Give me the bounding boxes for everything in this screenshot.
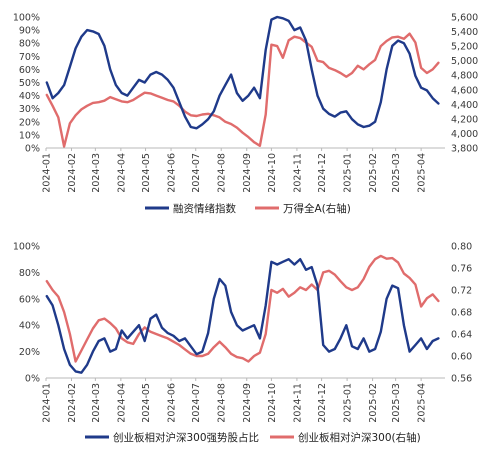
series-line-left-axis [45,15,440,130]
series-line-left-axis [45,258,440,374]
left-axis-tick-label: 80% [19,268,40,279]
x-axis-tick-label: 2024-11 [292,153,303,193]
x-axis-tick-label: 2025-01 [343,383,354,423]
left-axis-tick-label: 20% [19,117,40,128]
right-axis-tick-label: 0.80 [451,242,472,253]
left-axis-tick-label: 30% [19,104,40,115]
left-axis-tick-label: 50% [19,78,40,89]
right-axis-tick-label: 0.64 [451,330,472,341]
left-axis-tick-label: 100% [13,242,40,253]
x-axis-tick-label: 2024-03 [91,153,102,193]
x-axis-tick-label: 2024-05 [141,383,152,423]
left-axis-tick-label: 40% [19,91,40,102]
left-axis-tick-label: 20% [19,347,40,358]
right-axis-tick-label: 0.68 [451,308,472,319]
legend-label: 创业板相对沪深300(右轴) [298,431,421,444]
series-line-right-axis [45,254,440,363]
right-axis-tick-label: 5,200 [451,42,478,53]
right-axis-tick-label: 0.60 [451,352,472,363]
x-axis-tick-label: 2024-02 [67,383,78,423]
x-axis-tick-label: 2024-11 [292,383,303,423]
right-axis-tick-label: 0.72 [451,286,472,297]
x-axis-tick-label: 2024-12 [317,153,328,193]
x-axis-tick-label: 2024-09 [242,383,253,423]
right-axis-tick-label: 5,400 [451,27,478,38]
x-axis-tick-label: 2024-02 [67,153,78,193]
left-axis-tick-label: 90% [19,26,40,37]
right-axis-tick-label: 3,800 [451,144,478,155]
x-axis-tick-label: 2024-10 [267,383,278,423]
left-axis-tick-label: 100% [13,13,40,24]
left-axis-tick-label: 40% [19,321,40,332]
x-axis-tick-label: 2024-05 [141,153,152,193]
left-axis-tick-label: 60% [19,65,40,76]
right-axis-tick-label: 4,800 [451,71,478,82]
x-axis-tick-label: 2024-08 [217,153,228,193]
left-axis-tick-label: 70% [19,52,40,63]
right-axis-tick-label: 4,400 [451,100,478,111]
x-axis-tick-label: 2024-06 [167,383,178,423]
x-axis-tick-label: 2024-12 [317,383,328,423]
right-axis-tick-label: 5,000 [451,56,478,67]
series-line-right-axis [45,32,440,148]
legend-label: 万得全A(右轴) [283,202,351,215]
x-axis-tick-label: 2024-04 [116,383,127,423]
x-axis-tick-label: 2025-02 [368,153,379,193]
x-axis-tick-label: 2024-06 [167,153,178,193]
left-axis-tick-label: 0% [25,144,40,155]
right-axis-tick-label: 4,000 [451,129,478,140]
x-axis-tick-label: 2025-04 [417,153,428,193]
x-axis-tick-label: 2024-09 [242,153,253,193]
left-axis-tick-label: 10% [19,130,40,141]
right-axis-tick-label: 0.76 [451,264,472,275]
right-axis-tick-label: 5,600 [451,13,478,24]
x-axis-tick-label: 2024-04 [116,153,127,193]
x-axis-tick-label: 2024-07 [191,153,202,193]
right-axis-tick-label: 4,200 [451,114,478,125]
x-axis-tick-label: 2025-04 [417,383,428,423]
x-axis-tick-label: 2024-01 [42,153,53,193]
right-axis-tick-label: 0.56 [451,374,472,385]
x-axis-tick-label: 2024-01 [42,383,53,423]
chart-panel-1: 0% 10% 20% 30% 40% 50% 60% 70% 80% 90% 100% 3,800 4,… [13,13,478,216]
legend-label: 创业板相对沪深300强势股占比 [113,431,259,444]
x-axis-tick-label: 2025-01 [343,153,354,193]
x-axis-tick-label: 2025-03 [391,383,402,423]
legend-label: 融资情绪指数 [173,202,236,215]
right-axis-tick-label: 4,600 [451,85,478,96]
x-axis-tick-label: 2025-03 [391,153,402,193]
x-axis-tick-label: 2025-02 [368,383,379,423]
left-axis-tick-label: 0% [25,374,40,385]
x-axis-tick-label: 2024-08 [217,383,228,423]
left-axis-tick-label: 60% [19,294,40,305]
x-axis-tick-label: 2024-07 [191,383,202,423]
x-axis-tick-label: 2024-03 [91,383,102,423]
left-axis-tick-label: 80% [19,39,40,50]
x-axis-tick-label: 2024-10 [267,153,278,193]
chart-panel-2: 0% 20% 40% 60% 80% 100% 0.56 0.60 0.64 0.68 0.72 0.… [13,242,472,445]
